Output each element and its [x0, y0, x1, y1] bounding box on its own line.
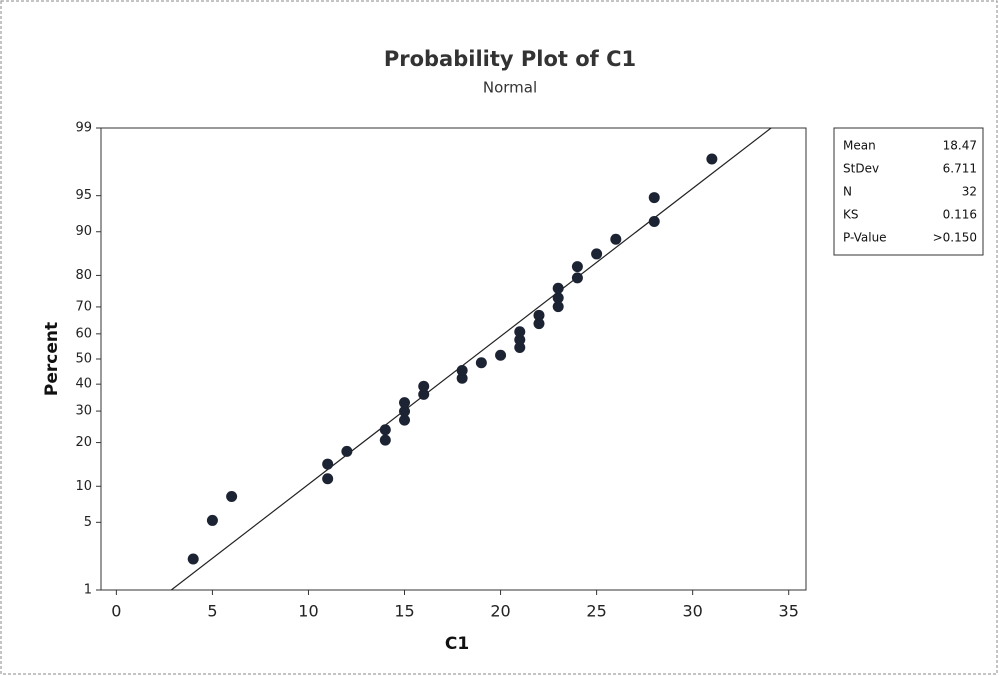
y-tick-label: 20 — [75, 435, 92, 450]
data-point — [188, 553, 199, 564]
data-point — [649, 216, 660, 227]
data-point — [476, 357, 487, 368]
data-point — [226, 491, 237, 502]
stat-value: 32 — [962, 185, 977, 199]
y-tick-label: 95 — [75, 188, 92, 203]
x-axis-label: C1 — [445, 634, 469, 654]
data-point — [591, 248, 602, 259]
data-point — [418, 381, 429, 392]
x-tick-label: 5 — [207, 602, 217, 621]
y-tick-label: 30 — [75, 404, 92, 419]
y-axis-label: Percent — [42, 322, 62, 396]
data-point — [649, 192, 660, 203]
data-point — [322, 459, 333, 470]
data-point — [207, 515, 218, 526]
data-point — [457, 365, 468, 376]
data-point — [399, 397, 410, 408]
y-tick-label: 50 — [75, 352, 92, 367]
y-tick-label: 90 — [75, 224, 92, 239]
x-tick-label: 35 — [779, 602, 799, 621]
stat-value: >0.150 — [933, 231, 977, 245]
x-tick-label: 0 — [111, 602, 121, 621]
y-tick-label: 70 — [75, 299, 92, 314]
data-point — [553, 292, 564, 303]
data-point — [322, 473, 333, 484]
stat-label: KS — [843, 208, 859, 222]
x-tick-label: 30 — [682, 602, 702, 621]
chart: Probability Plot of C1 Normal C1 Percent… — [0, 0, 999, 676]
y-tick-label: 1 — [84, 583, 92, 598]
y-tick-label: 80 — [75, 268, 92, 283]
stat-label: P-Value — [843, 231, 887, 245]
data-point — [514, 326, 525, 337]
data-point — [380, 424, 391, 435]
data-point — [533, 310, 544, 321]
stat-value: 6.711 — [943, 162, 977, 176]
data-point — [341, 446, 352, 457]
x-tick-label: 15 — [394, 602, 414, 621]
data-point — [495, 350, 506, 361]
data-point — [572, 272, 583, 283]
stat-label: StDev — [843, 162, 879, 176]
x-tick-label: 25 — [586, 602, 606, 621]
stat-value: 0.116 — [943, 208, 977, 222]
y-tick-label: 5 — [84, 515, 92, 530]
data-point — [380, 435, 391, 446]
chart-title: Probability Plot of C1 — [384, 47, 636, 71]
data-point — [610, 234, 621, 245]
x-tick-label: 10 — [298, 602, 318, 621]
stat-label: Mean — [843, 139, 876, 153]
data-point — [553, 283, 564, 294]
y-tick-label: 40 — [75, 377, 92, 392]
y-tick-label: 99 — [75, 121, 92, 136]
stat-value: 18.47 — [943, 139, 977, 153]
y-tick-label: 60 — [75, 326, 92, 341]
data-point — [572, 261, 583, 272]
stat-label: N — [843, 185, 852, 199]
y-tick-label: 10 — [75, 479, 92, 494]
data-point — [706, 154, 717, 165]
x-tick-label: 20 — [490, 602, 510, 621]
chart-subtitle: Normal — [483, 79, 537, 97]
